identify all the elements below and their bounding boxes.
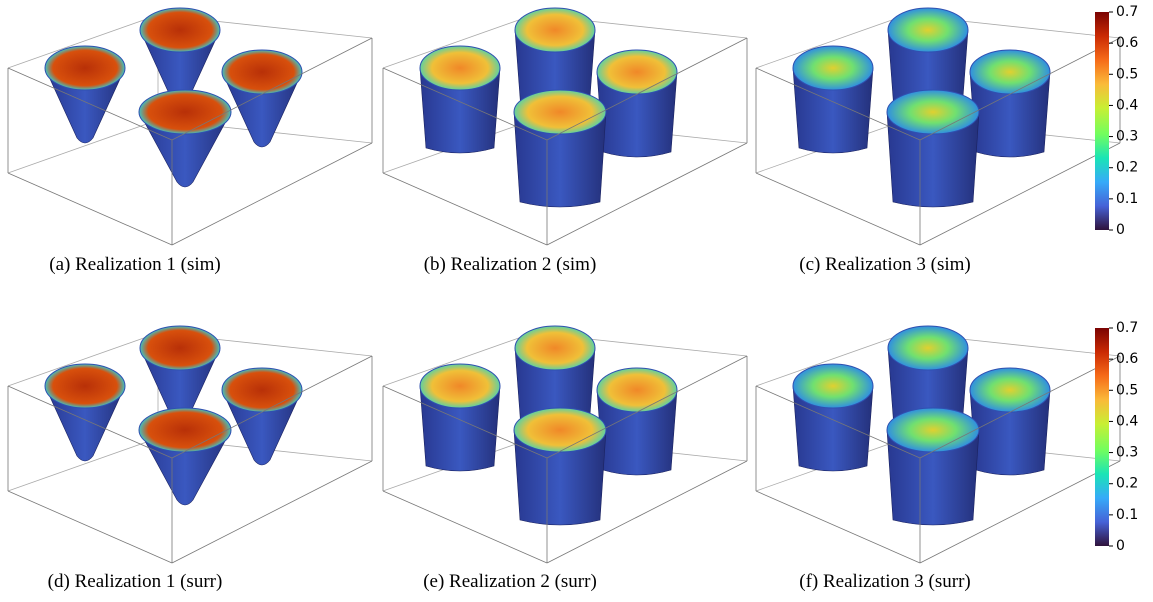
- blob-top: [887, 90, 979, 134]
- tick-label: 0.5: [1116, 382, 1138, 398]
- box-edge: [8, 173, 172, 245]
- blob-top: [222, 368, 302, 412]
- blob-top: [45, 364, 125, 408]
- tick-label: 0: [1116, 538, 1125, 554]
- blob-top: [597, 50, 677, 94]
- caption: (b) Realization 2 (sim): [424, 254, 597, 276]
- tick-label: 0.2: [1116, 476, 1138, 492]
- blob-top: [45, 46, 125, 90]
- blob-top: [514, 408, 606, 452]
- tick-label: 0.6: [1116, 351, 1138, 367]
- tick-label: 0.1: [1116, 191, 1138, 207]
- blob-top: [420, 46, 500, 90]
- blob-top: [222, 50, 302, 94]
- blob-top: [139, 408, 231, 452]
- colorbar: [1095, 12, 1109, 230]
- tick-label: 0: [1116, 222, 1125, 238]
- tick-label: 0.1: [1116, 507, 1138, 523]
- colorbar: [1095, 328, 1109, 546]
- blob-top: [970, 368, 1050, 412]
- caption: (c) Realization 3 (sim): [799, 254, 970, 276]
- blob-top: [139, 90, 231, 134]
- tick-label: 0.3: [1116, 129, 1138, 145]
- tick-label: 0.3: [1116, 445, 1138, 461]
- blob-top: [140, 326, 220, 370]
- blob-top: [597, 368, 677, 412]
- caption: (a) Realization 1 (sim): [49, 254, 220, 276]
- tick-label: 0.6: [1116, 35, 1138, 51]
- tick-label: 0.5: [1116, 66, 1138, 82]
- blob-top: [514, 90, 606, 134]
- caption: (d) Realization 1 (surr): [48, 571, 223, 593]
- figure-graphics: 0 0.1 0.2 0.3 0.4 0.5 0.6 0.7 0 0.1 0.2 0.3 0.4 0.5 0.…: [0, 0, 1153, 602]
- blob-top: [793, 364, 873, 408]
- tick-label: 0.4: [1116, 413, 1138, 429]
- blob-top: [887, 408, 979, 452]
- caption: (f) Realization 3 (surr): [799, 571, 970, 593]
- tick-label: 0.2: [1116, 160, 1138, 176]
- tick-label: 0.7: [1116, 320, 1138, 336]
- blob-top: [140, 8, 220, 52]
- blob-top: [515, 8, 595, 52]
- caption: (e) Realization 2 (surr): [423, 571, 597, 593]
- blob-top: [970, 50, 1050, 94]
- blob-top: [420, 364, 500, 408]
- blob-top: [515, 326, 595, 370]
- blob-top: [888, 8, 968, 52]
- figure: 0 0.1 0.2 0.3 0.4 0.5 0.6 0.7 0 0.1 0.2 0.3 0.4 0.5 0.…: [0, 0, 1153, 602]
- tick-label: 0.4: [1116, 97, 1138, 113]
- blob-top: [793, 46, 873, 90]
- box-edge: [8, 491, 172, 563]
- blob-top: [888, 326, 968, 370]
- tick-label: 0.7: [1116, 4, 1138, 20]
